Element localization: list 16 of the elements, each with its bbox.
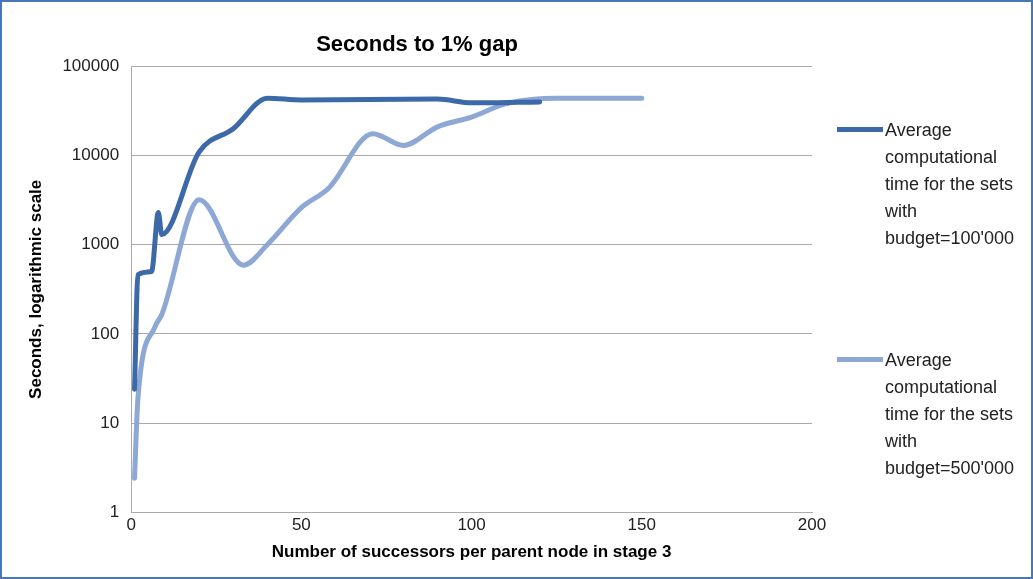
x-tick-label: 0 (126, 515, 136, 535)
y-tick-label: 100000 (62, 56, 120, 76)
y-tick-label: 10 (100, 412, 120, 432)
y-axis-title: Seconds, logarithmic scale (25, 179, 45, 399)
x-tick-label: 50 (291, 515, 311, 535)
x-tick-label: 150 (627, 515, 656, 535)
y-tick-label: 1 (109, 501, 120, 521)
y-tick-label: 10000 (71, 145, 120, 165)
legend-label: Average computational time for the sets with budget=100'000 (885, 119, 1016, 250)
chart-title: Seconds to 1% gap (316, 31, 518, 57)
x-tick-label: 100 (457, 515, 486, 535)
y-tick-label: 100 (90, 323, 120, 343)
x-tick-label: 200 (797, 515, 827, 535)
y-tick-label: 1000 (81, 234, 120, 254)
legend-label: Average computational time for the sets with budget=500'000 (885, 349, 1016, 480)
x-axis-title: Number of successors per parent node in stage 3 (271, 542, 672, 562)
